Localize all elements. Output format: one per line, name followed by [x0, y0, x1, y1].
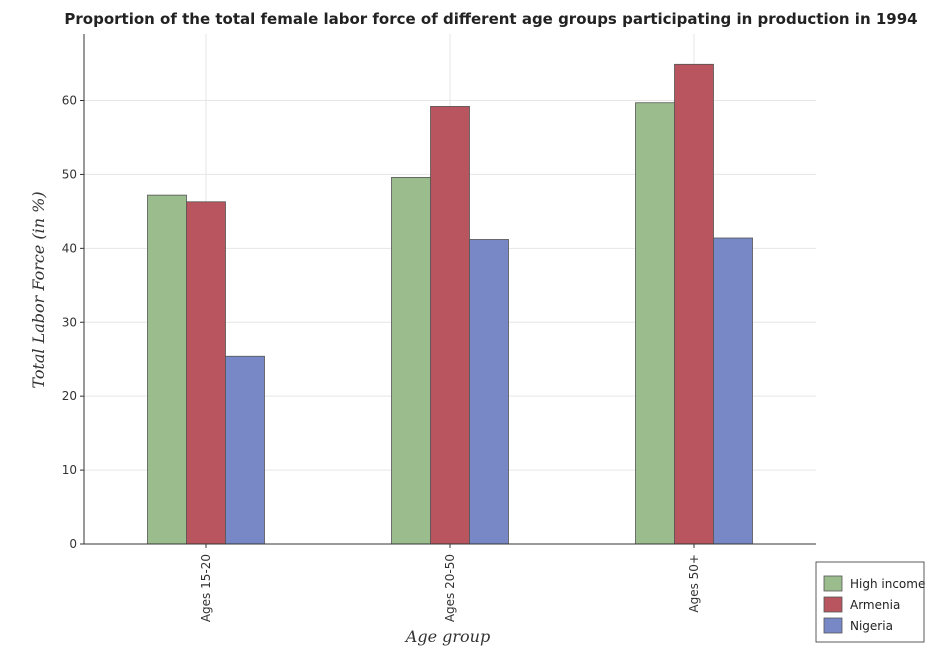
legend-swatch [823, 575, 843, 592]
y-tick-label: 40 [62, 241, 77, 255]
x-tick-label: Ages 50+ [687, 554, 701, 613]
bar-nigeria-0 [225, 355, 265, 545]
legend-swatch [823, 596, 843, 613]
bar-high-income-1 [391, 176, 431, 545]
y-tick-label: 50 [62, 167, 77, 181]
bar-armenia-2 [674, 63, 714, 545]
legend-label: Nigeria [850, 619, 893, 633]
legend-label: Armenia [850, 598, 900, 612]
bars [147, 63, 753, 545]
bar-high-income-2 [635, 102, 675, 545]
legend: High income Armenia Nigeria [815, 561, 925, 643]
x-tick-label: Ages 20-50 [443, 554, 457, 622]
x-tick-label: Ages 15-20 [199, 554, 213, 622]
bar-nigeria-1 [469, 239, 509, 545]
legend-swatch [823, 617, 843, 634]
y-tick-label: 0 [69, 537, 77, 551]
bar-armenia-1 [430, 106, 470, 545]
bar-nigeria-2 [713, 237, 753, 545]
legend-label: High income [850, 577, 925, 591]
y-axis-label: Total Labor Force (in %) [29, 191, 48, 388]
y-tick-label: 30 [62, 315, 77, 329]
bar-armenia-0 [186, 201, 226, 545]
x-axis-label: Age group [404, 627, 490, 646]
chart-title: Proportion of the total female labor for… [64, 10, 917, 28]
y-tick-label: 10 [62, 463, 77, 477]
y-tick-label: 60 [62, 94, 77, 108]
bar-high-income-0 [147, 194, 187, 545]
axes: 0 10 20 30 40 50 60 Ages 15-20 Ages 20-50 Ages 50… [62, 34, 816, 622]
y-tick-label: 20 [62, 389, 77, 403]
